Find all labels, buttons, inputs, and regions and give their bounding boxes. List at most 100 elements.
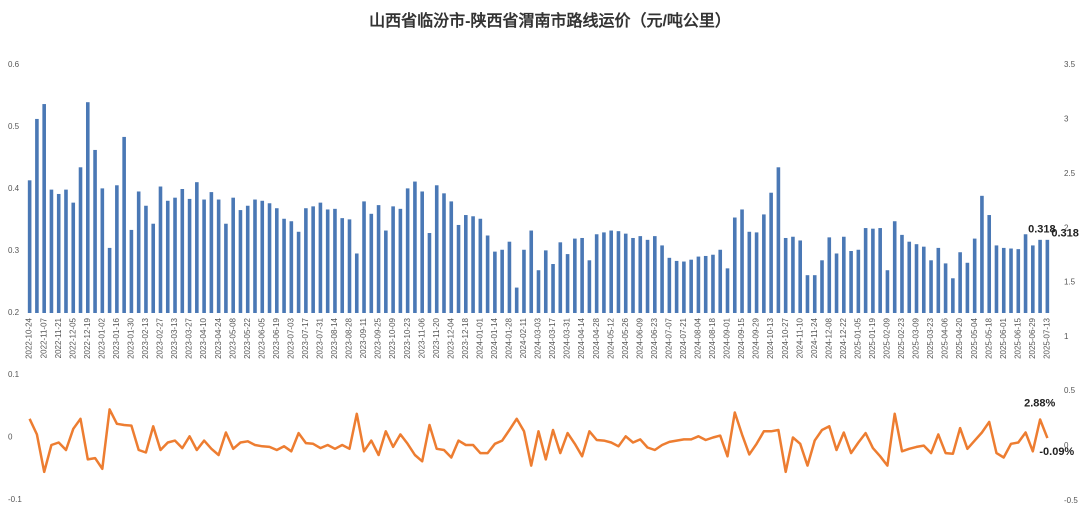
bar — [616, 231, 621, 313]
y-tick-label: -0.1 — [8, 495, 22, 504]
bar — [1016, 249, 1021, 313]
bar — [602, 232, 606, 313]
bar — [594, 234, 599, 313]
bar — [725, 268, 730, 313]
bar — [456, 224, 461, 313]
bar — [638, 236, 643, 313]
line — [28, 408, 1049, 474]
x-tick-label: 2023-07-03 — [286, 317, 295, 358]
bar — [783, 237, 788, 313]
x-tick-label: 2024-09-29 — [752, 317, 761, 358]
x-tick-label: 2024-10-27 — [781, 317, 790, 358]
data-label: 0.318 — [1028, 224, 1056, 236]
bar — [35, 118, 39, 313]
bar — [674, 260, 679, 313]
bar — [514, 287, 519, 313]
x-tick-label: 2022-11-21 — [54, 317, 63, 358]
bar — [645, 239, 650, 313]
x-tick-label: 2023-07-31 — [316, 317, 325, 358]
x-tick-label: 2025-03-09 — [912, 317, 921, 358]
x-tick-label: 2022-12-19 — [83, 317, 92, 358]
x-tick-label: 2023-01-30 — [127, 317, 136, 358]
bar — [187, 198, 192, 313]
bar — [965, 262, 970, 313]
bar — [754, 232, 759, 313]
x-tick-label: 2023-10-09 — [388, 317, 397, 358]
x-tick-label: 2022-12-05 — [68, 317, 77, 358]
y-tick-label: 0.1 — [8, 370, 20, 379]
x-tick-label: 2023-10-23 — [403, 317, 412, 358]
bar — [216, 199, 221, 313]
bar — [129, 229, 134, 313]
x-tick-label: 2024-09-01 — [723, 317, 732, 358]
bar — [304, 208, 308, 313]
bar — [1023, 234, 1028, 313]
x-tick-label: 2023-05-08 — [228, 317, 237, 358]
bar — [696, 256, 701, 313]
x-tick-label: 2025-05-04 — [970, 317, 979, 358]
bar — [536, 270, 541, 313]
x-tick-label: 2024-06-09 — [635, 317, 644, 358]
x-tick-label: 2025-06-15 — [1013, 317, 1022, 358]
bar — [878, 228, 882, 313]
bar — [834, 253, 839, 313]
bar — [842, 236, 846, 313]
x-tick-label: 2023-04-24 — [214, 317, 223, 358]
x-tick-label: 2023-07-17 — [301, 317, 310, 358]
bar — [769, 192, 773, 313]
y2-tick-label: 3.5 — [1064, 60, 1076, 69]
bar — [27, 180, 32, 313]
bar — [921, 246, 926, 313]
bar — [485, 235, 490, 313]
x-tick-label: 2024-05-26 — [621, 317, 630, 358]
y2-tick-label: 2.5 — [1064, 169, 1076, 178]
x-tick-label: 2023-08-14 — [330, 317, 339, 358]
x-tick-label: 2024-12-08 — [824, 317, 833, 358]
x-tick-label: 2025-06-01 — [999, 317, 1008, 358]
y-tick-label: 0.5 — [8, 122, 20, 131]
bar — [202, 199, 206, 313]
data-label: 2.88% — [1024, 397, 1055, 409]
y2-tick-label: -0.5 — [1064, 496, 1078, 505]
x-tick-label: 2024-07-07 — [664, 317, 673, 358]
bar — [56, 193, 61, 313]
bar — [471, 216, 475, 313]
bar — [347, 219, 352, 313]
x-tick-label: 2024-03-17 — [548, 317, 557, 358]
bar — [165, 200, 170, 313]
x-tick-label: 2024-12-22 — [839, 317, 848, 358]
bar — [333, 208, 337, 313]
x-tick-label: 2025-04-06 — [941, 317, 950, 358]
bar — [405, 188, 410, 313]
bar — [740, 209, 744, 313]
bar — [667, 257, 672, 313]
x-tick-label: 2024-10-13 — [766, 317, 775, 358]
bar — [631, 237, 635, 313]
x-tick-label: 2024-03-31 — [563, 317, 572, 358]
y2-tick-label: 3 — [1064, 115, 1069, 124]
bar — [1031, 245, 1035, 313]
y2-tick-label: 0 — [1064, 441, 1069, 450]
bar — [812, 275, 817, 313]
x-tick-label: 2024-02-11 — [519, 317, 528, 358]
x-tick-label: 2024-11-10 — [795, 317, 804, 358]
x-tick-label: 2024-07-21 — [679, 317, 688, 358]
bar — [173, 197, 177, 313]
bar — [151, 223, 156, 313]
bar — [718, 249, 723, 313]
bar — [369, 213, 374, 313]
y2-tick-label: 0.5 — [1064, 386, 1076, 395]
x-tick-label: 2023-06-05 — [257, 317, 266, 358]
bar — [805, 275, 810, 313]
bar — [551, 264, 555, 313]
bar — [122, 136, 126, 313]
y-tick-label: 0.2 — [8, 308, 20, 317]
x-tick-label: 2022-11-07 — [39, 317, 48, 358]
bar — [398, 208, 403, 313]
bar — [711, 254, 715, 313]
bar — [522, 249, 526, 313]
bar — [660, 245, 664, 313]
bar — [296, 231, 301, 313]
x-tick-label: 2025-01-05 — [853, 317, 862, 358]
bar — [907, 241, 912, 313]
